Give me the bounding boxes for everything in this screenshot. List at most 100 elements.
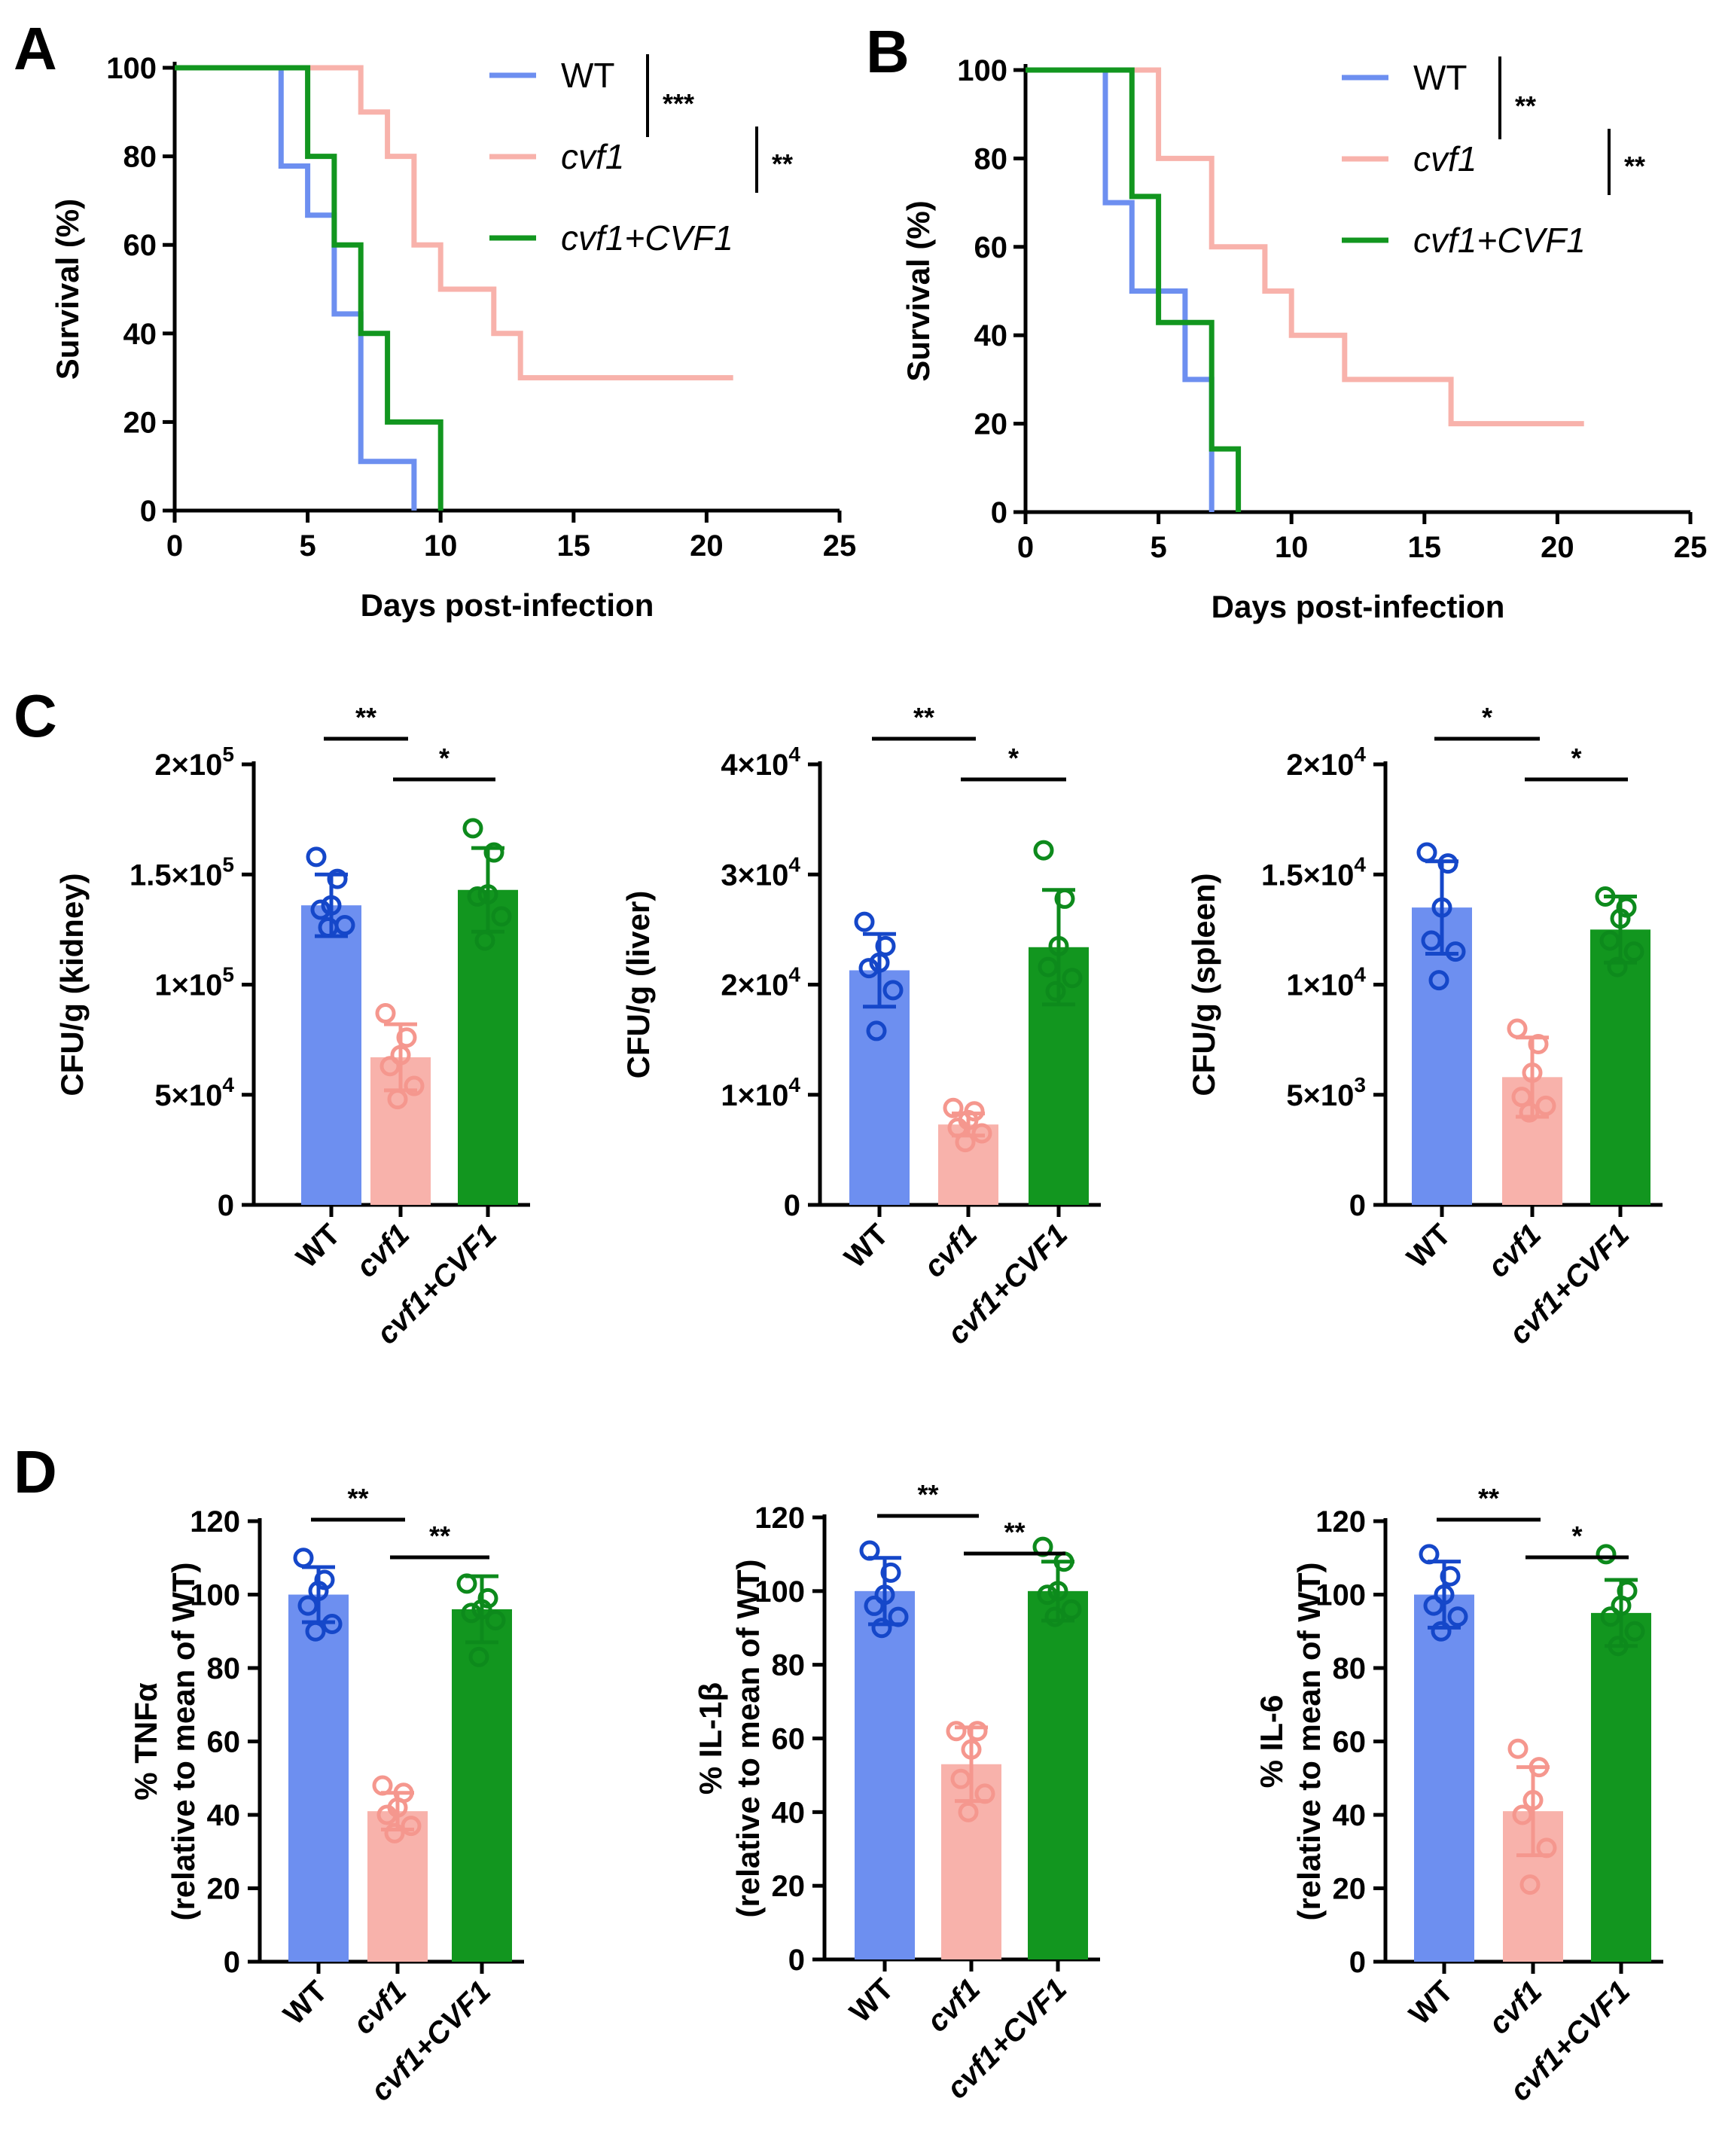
x-tick-label: 0 [166, 529, 183, 563]
data-point [310, 899, 331, 920]
bar-chart-d3: 0 20 40 60 80 100 120 % IL-6 (relative to mean o… [1254, 1483, 1663, 2108]
series-line-cvf1 [1026, 67, 1584, 427]
data-point [375, 1003, 396, 1024]
y-tick-label: 40 [1333, 1799, 1367, 1832]
legend-label: WT [561, 56, 615, 95]
y-tick-exponent: 4 [788, 963, 800, 987]
survival-chart-b: 0 20 40 60 80 100 0 5 10 15 20 25 Days post-infectio… [901, 54, 1707, 624]
data-point [1507, 1738, 1529, 1759]
data-point [1038, 956, 1059, 977]
y-tick-label: 100 [1315, 1579, 1366, 1612]
significance-label: ** [429, 1520, 450, 1551]
panel-label-a: A [14, 15, 57, 82]
y-tick-mantissa: 0 [218, 1189, 234, 1222]
data-point [462, 818, 483, 839]
data-point [404, 1075, 425, 1096]
significance-label: ** [1004, 1517, 1025, 1548]
data-point [858, 958, 879, 979]
y-tick-label: 100 [754, 1575, 805, 1609]
data-point [387, 1089, 408, 1110]
significance-label: * [1571, 1520, 1582, 1551]
data-point [1519, 1102, 1540, 1123]
data-point [1600, 1606, 1621, 1627]
significance-label: ** [347, 1483, 368, 1514]
category-label: cvf1 [918, 1218, 984, 1284]
y-tick-mantissa: 1×10 [154, 969, 222, 1002]
y-axis-title: CFU/g (liver) [620, 891, 656, 1079]
y-tick-mantissa: 80 [207, 1652, 241, 1685]
data-point [866, 1020, 887, 1041]
data-point [874, 1584, 895, 1606]
y-tick-label: 1×104 [1286, 963, 1366, 1002]
series-line-cvf1 [175, 65, 733, 381]
data-point [1048, 935, 1069, 956]
data-point [955, 1132, 976, 1153]
data-point [1431, 897, 1452, 918]
y-tick-mantissa: 4×10 [721, 749, 788, 782]
significance-label: ** [1478, 1483, 1499, 1514]
y-tick-label: 120 [754, 1502, 805, 1535]
y-tick-label: 80 [1333, 1652, 1367, 1685]
legend-label: WT [1413, 58, 1468, 97]
data-point [859, 1540, 880, 1561]
y-tick-mantissa: 1×10 [1286, 969, 1354, 1002]
category-label: WT [1400, 1218, 1457, 1274]
y-tick-mantissa: 100 [754, 1575, 805, 1609]
y-tick-label: 20 [772, 1870, 806, 1903]
significance-label: ** [1515, 90, 1536, 121]
bar-chart-d2: 0 20 40 60 80 100 120 % IL-1β (relative to mean … [693, 1479, 1100, 2106]
data-point [950, 1768, 971, 1789]
data-point [1529, 1757, 1550, 1778]
category-label: cvf1 [1482, 1218, 1548, 1284]
y-tick-mantissa: 3×10 [721, 858, 788, 892]
y-tick-label: 40 [974, 319, 1008, 352]
data-point [1419, 1544, 1440, 1565]
data-point [1623, 941, 1644, 962]
data-point [474, 930, 495, 951]
data-point [461, 1603, 482, 1624]
y-tick-exponent: 4 [1354, 963, 1366, 987]
data-point [974, 1783, 995, 1804]
data-point [1044, 1606, 1065, 1627]
data-point [477, 884, 498, 905]
data-point [396, 1027, 417, 1048]
data-point [456, 1573, 477, 1594]
data-point [1607, 956, 1628, 977]
data-point [379, 1056, 401, 1077]
y-tick-mantissa: 40 [1333, 1799, 1367, 1832]
data-point [318, 916, 339, 938]
data-point [1440, 1566, 1461, 1587]
x-tick-label: 25 [823, 529, 857, 563]
category-label: cvf1 [347, 1975, 413, 2041]
y-tick-mantissa: 0 [784, 1189, 800, 1222]
y-tick-exponent: 4 [1354, 743, 1366, 766]
y-tick-mantissa: 0 [224, 1946, 240, 1979]
y-axis-title: % TNFα [128, 1682, 163, 1801]
category-label: cvf1 [921, 1972, 987, 2039]
legend-label: cvf1 [561, 137, 624, 176]
y-axis-title: CFU/g (kidney) [54, 873, 90, 1096]
bar-cvf1 [367, 1811, 428, 1962]
significance-label: * [1008, 743, 1019, 773]
data-point [376, 1804, 398, 1825]
bar-cvf1-cvf1 [1591, 1612, 1651, 1962]
y-tick-label: 100 [190, 1579, 240, 1612]
y-tick-mantissa: 20 [1333, 1873, 1367, 1906]
data-point [1447, 1606, 1468, 1627]
data-point [875, 935, 896, 956]
data-point [327, 868, 348, 889]
y-tick-label: 0 [784, 1189, 800, 1222]
y-tick-mantissa: 100 [1315, 1579, 1366, 1612]
y-tick-label: 2×104 [1286, 743, 1366, 782]
y-tick-mantissa: 5×10 [154, 1079, 222, 1112]
y-axis-title: Survival (%) [50, 199, 85, 380]
data-point [293, 1548, 314, 1569]
significance-label: * [439, 743, 450, 773]
panel-label-d: D [14, 1438, 57, 1505]
y-tick-label: 100 [957, 54, 1007, 87]
series-line-wt [175, 65, 417, 511]
data-point [967, 1721, 988, 1742]
y-tick-label: 20 [974, 408, 1008, 441]
